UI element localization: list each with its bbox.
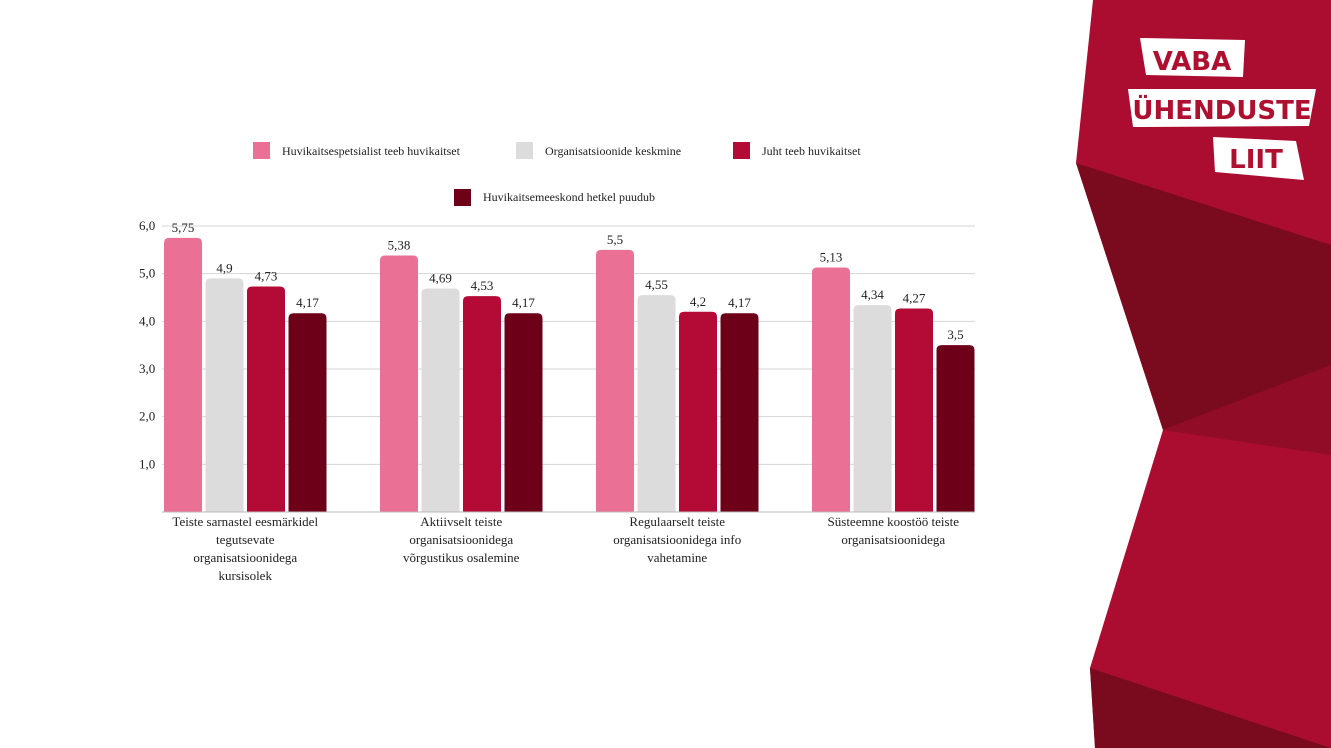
- bar-series-1-cat-3: [596, 249, 634, 513]
- legend: Huvikaitsespetsialist teeb huvikaitset O…: [253, 142, 861, 206]
- data-label: 4,17: [728, 295, 751, 310]
- brand-panel-facet-bottom: [1090, 668, 1331, 748]
- bar-series-1-cat-2: [380, 255, 418, 512]
- data-label: 5,38: [388, 238, 411, 253]
- data-label: 4,27: [903, 290, 926, 305]
- category-label: Teiste sarnastel eesmärkidel tegutsevate o…: [172, 514, 318, 583]
- data-label: 5,5: [607, 232, 623, 247]
- data-label: 3,5: [947, 327, 963, 342]
- y-tick-label: 6,0: [139, 218, 155, 233]
- category-label: Regulaarselt teiste organisatsioonidega i…: [613, 514, 741, 565]
- legend-label-1: Huvikaitsespetsialist teeb huvikaitset: [282, 144, 461, 158]
- data-label: 4,69: [429, 270, 452, 285]
- bar-series-2-cat-4: [853, 305, 892, 512]
- bar-series-2-cat-3: [637, 295, 676, 512]
- data-label: 4,55: [645, 277, 668, 292]
- logo-plate-3: [1213, 137, 1304, 180]
- category-label: Süsteemne koostöö teiste organisatsioonid…: [828, 514, 960, 547]
- legend-label-2: Organisatsioonide keskmine: [545, 144, 681, 158]
- legend-swatch-4: [454, 189, 471, 206]
- y-tick-label: 1,0: [139, 456, 155, 471]
- legend-swatch-3: [733, 142, 750, 159]
- bar-series-2-cat-2: [421, 288, 460, 512]
- legend-swatch-2: [516, 142, 533, 159]
- logo-plate-1: [1140, 38, 1245, 77]
- bar-series-4-cat-1: [288, 313, 327, 512]
- data-label: 4,17: [512, 295, 535, 310]
- bar-series-1-cat-4: [812, 267, 850, 512]
- y-tick-label: 4,0: [139, 313, 155, 328]
- data-label: 4,34: [861, 287, 884, 302]
- bars-layer: [164, 237, 975, 513]
- y-tick-label: 3,0: [139, 361, 155, 376]
- data-label: 4,53: [471, 278, 494, 293]
- bar-series-3-cat-2: [463, 296, 501, 512]
- data-label: 4,9: [216, 260, 232, 275]
- bar-series-3-cat-3: [679, 311, 717, 512]
- axis-layer: 1,0 2,0 3,0 4,0 5,0 6,0 Teiste sarnastel eesmä…: [139, 218, 975, 583]
- bar-series-3-cat-1: [247, 286, 285, 512]
- brand-panel-facet-mid: [1163, 365, 1331, 455]
- y-tick-label: 2,0: [139, 409, 155, 424]
- brand-panel-facet-dark: [1076, 163, 1331, 430]
- bar-series-4-cat-4: [936, 345, 975, 512]
- brand-panel: [1076, 0, 1331, 748]
- legend-label-4: Huvikaitsemeeskond hetkel puudub: [483, 190, 655, 204]
- data-label: 5,13: [820, 249, 843, 264]
- y-tick-label: 5,0: [139, 266, 155, 281]
- bar-series-2-cat-1: [205, 278, 244, 512]
- logo-line-3: LIIT: [1229, 145, 1283, 175]
- bar-series-4-cat-3: [720, 313, 759, 512]
- category-label: Aktiivselt teiste organisatsioonidega võrg…: [403, 514, 520, 565]
- legend-swatch-1: [253, 142, 270, 159]
- data-label: 4,17: [296, 295, 319, 310]
- logo-line-1: VABA: [1153, 47, 1231, 77]
- bar-series-1-cat-1: [164, 237, 202, 512]
- logo-line-2: ÜHENDUSTE: [1132, 93, 1311, 126]
- data-label: 4,2: [690, 294, 706, 309]
- legend-label-3: Juht teeb huvikaitset: [762, 144, 861, 158]
- bar-series-3-cat-4: [895, 308, 933, 512]
- logo: VABA ÜHENDUSTE LIIT: [1128, 38, 1316, 180]
- labels-layer: 5,75 5,38 5,5 5,13 4,9 4,69 4,55 4,34 4,73 4,53 4,…: [172, 220, 964, 342]
- data-label: 4,73: [255, 269, 278, 284]
- logo-plate-2: [1128, 89, 1316, 127]
- data-label: 5,75: [172, 220, 195, 235]
- bar-series-4-cat-2: [504, 313, 543, 512]
